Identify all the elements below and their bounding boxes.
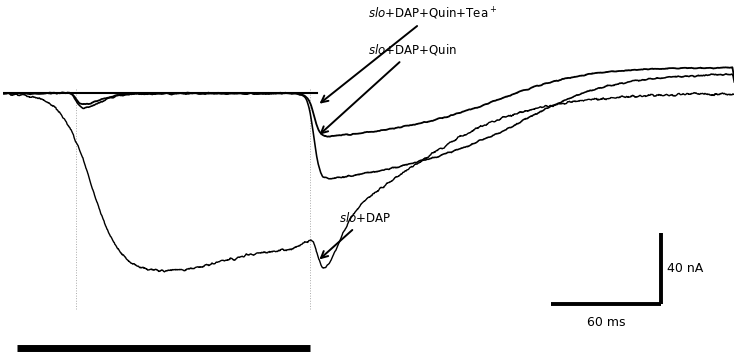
Text: $\mathit{slo}$+DAP+Quin: $\mathit{slo}$+DAP+Quin — [321, 42, 458, 133]
Text: $\mathit{slo}$+DAP: $\mathit{slo}$+DAP — [321, 211, 391, 258]
Text: 60 ms: 60 ms — [587, 316, 626, 329]
Text: $\mathit{slo}$+DAP+Quin+Tea$^+$: $\mathit{slo}$+DAP+Quin+Tea$^+$ — [321, 5, 497, 102]
Text: 40 nA: 40 nA — [667, 262, 703, 275]
